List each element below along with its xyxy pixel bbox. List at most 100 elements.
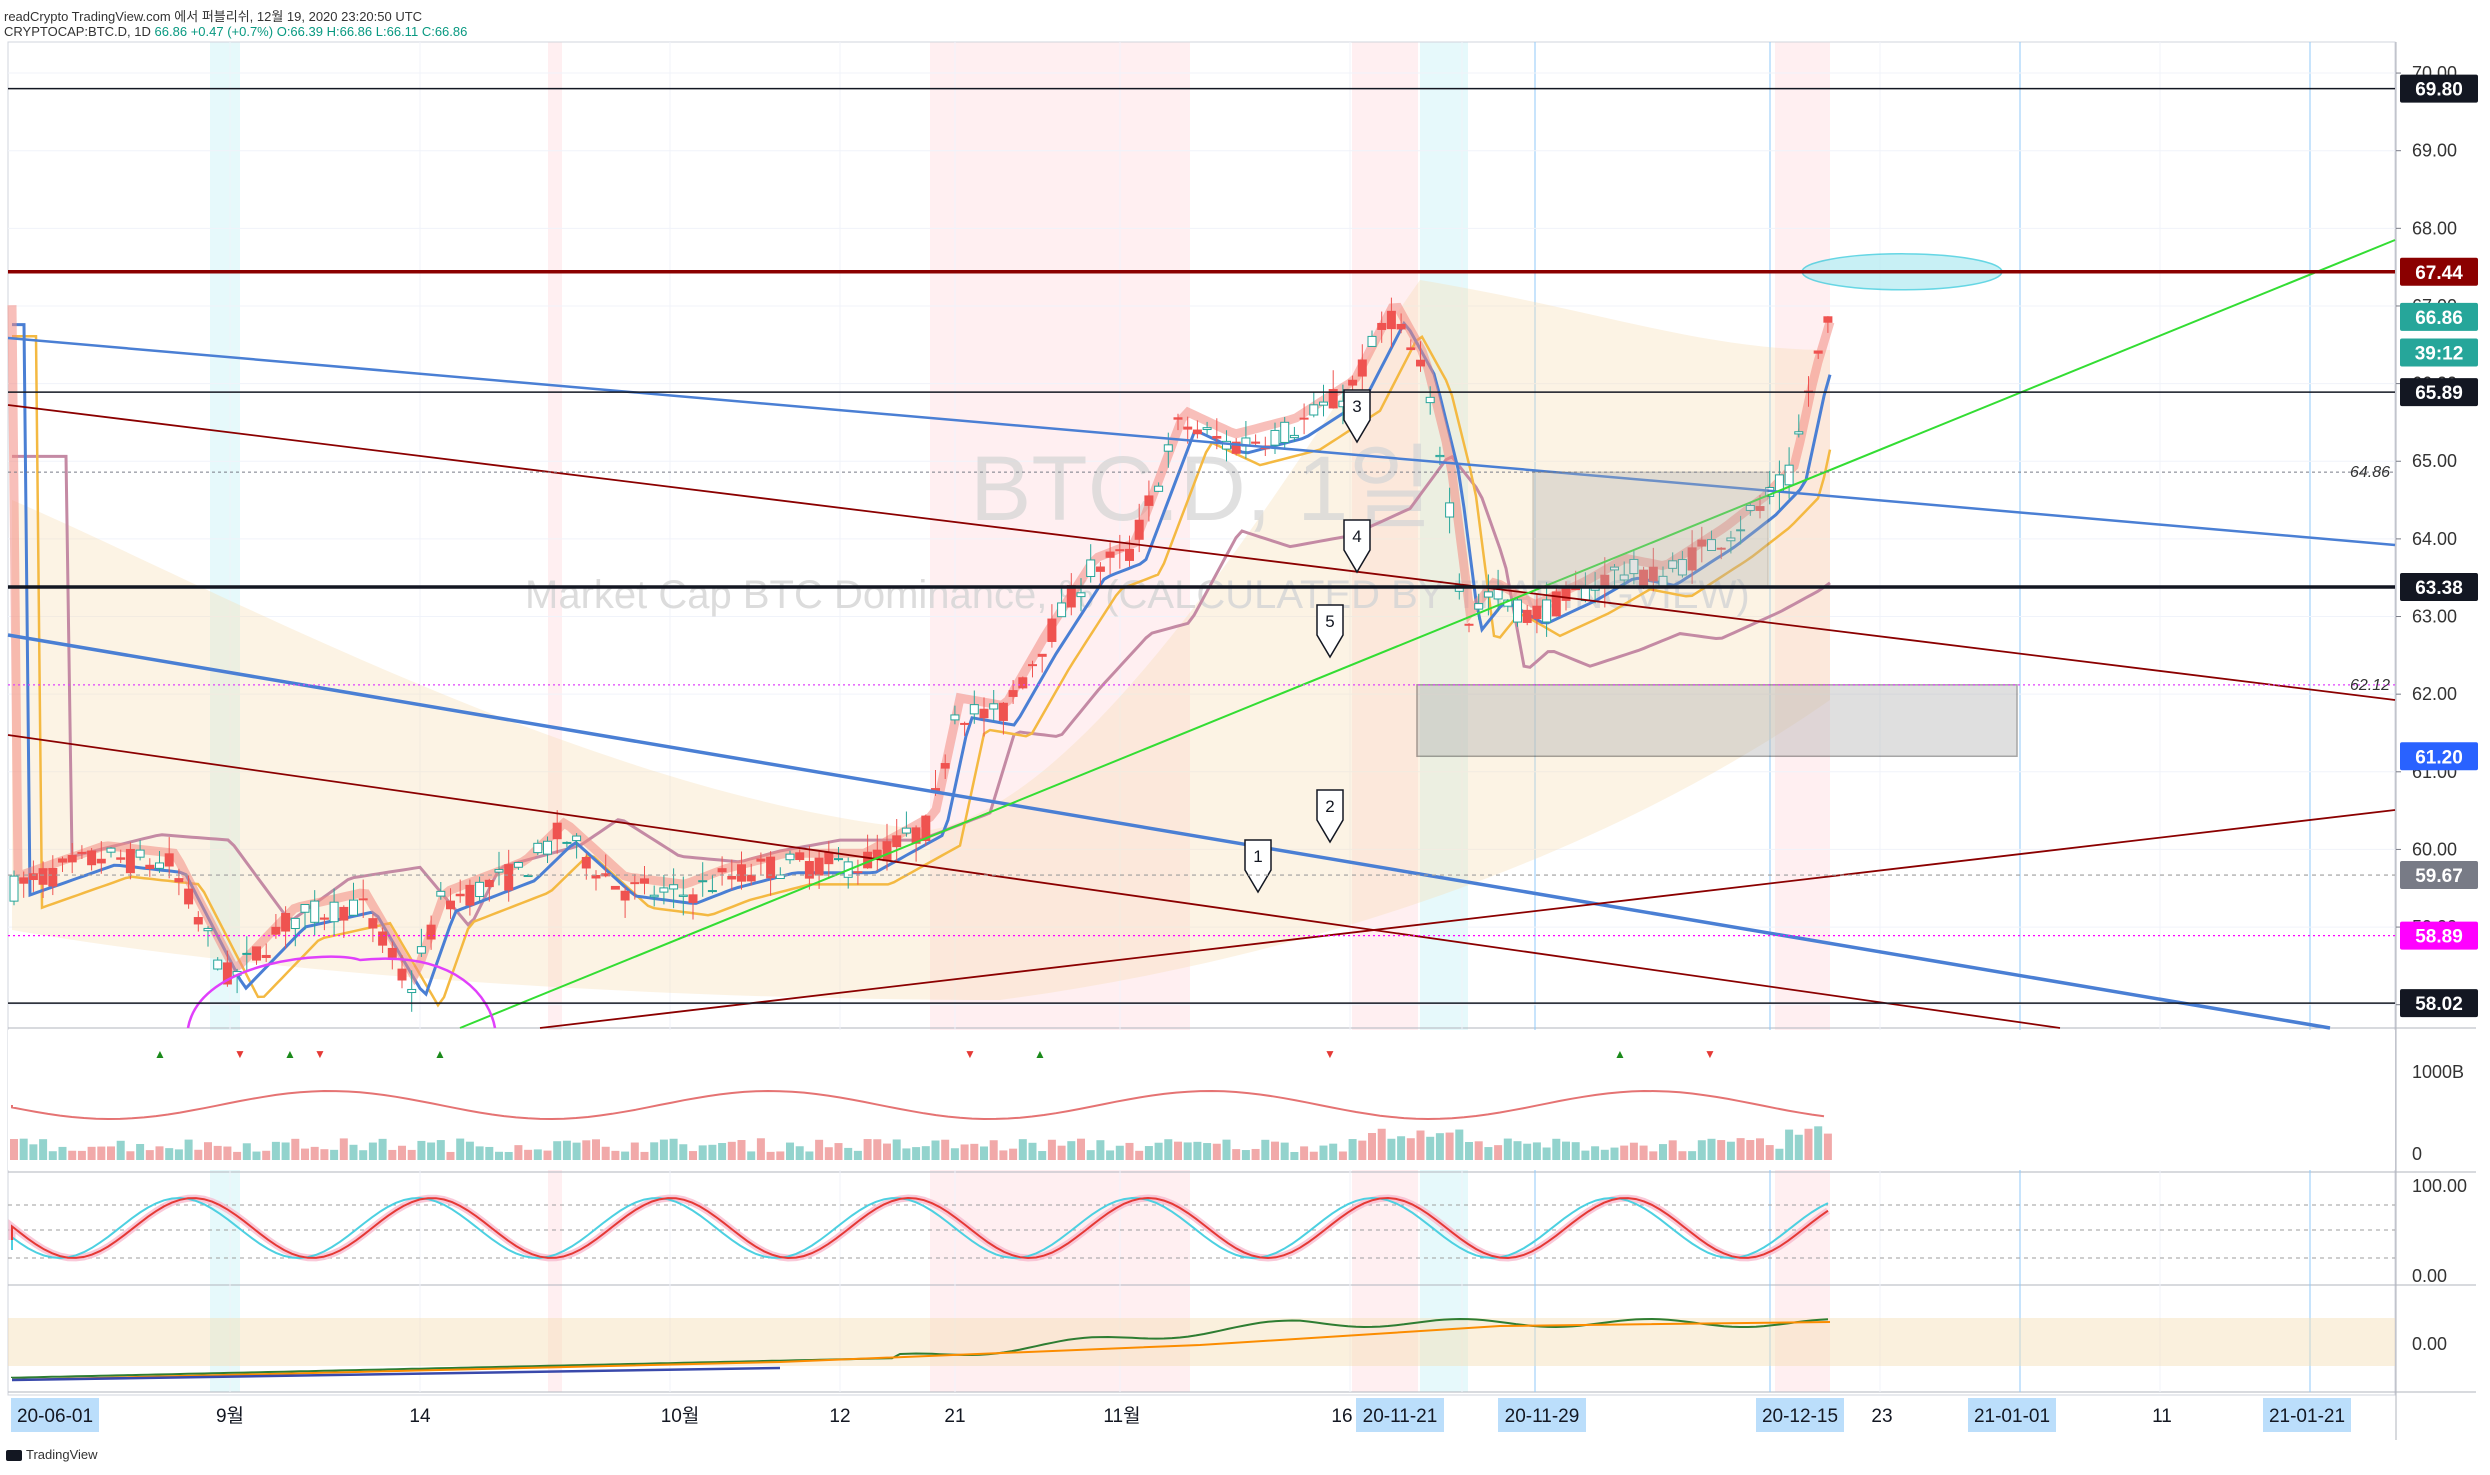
volume-bar: [1135, 1150, 1144, 1160]
callout-2-shape: [1316, 789, 1344, 844]
candle-body: [48, 867, 58, 887]
trendline-blue-lower: [7, 633, 2331, 1030]
price-tick-label: 64.00: [2412, 529, 2457, 549]
candle-body: [252, 946, 261, 961]
trendline-blue-upper: [7, 336, 2396, 547]
volume-bar: [417, 1140, 426, 1160]
volume-bar: [427, 1142, 436, 1160]
candle-body: [581, 856, 591, 869]
signal-arrow: ▼: [1324, 1047, 1336, 1061]
candle-body: [766, 856, 776, 879]
candle-body: [1183, 426, 1193, 430]
callout-4-label: 4: [1352, 527, 1361, 546]
volume-bar: [174, 1149, 183, 1160]
candle-body: [1406, 347, 1416, 351]
volume-bar: [1077, 1138, 1085, 1160]
volume-bar: [1814, 1126, 1823, 1160]
volume-bar: [223, 1146, 232, 1160]
volume-bar: [1765, 1145, 1774, 1160]
volume-bar: [252, 1151, 261, 1160]
volume-bar: [1474, 1141, 1483, 1160]
price-tick-label: 68.00: [2412, 218, 2457, 238]
volume-bar: [659, 1139, 668, 1160]
volume-bar: [1416, 1130, 1425, 1160]
candle-body: [1522, 609, 1532, 623]
candle-body: [717, 868, 727, 873]
volume-bar: [834, 1143, 843, 1160]
volume-bar: [892, 1139, 901, 1160]
volume-bar: [1804, 1128, 1813, 1160]
volume-bar: [1300, 1146, 1309, 1160]
price-tick-label: 62.00: [2412, 684, 2457, 704]
volume-bar: [407, 1149, 416, 1160]
candle-body: [591, 874, 601, 879]
candle-body: [222, 962, 232, 985]
candle-body: [135, 849, 145, 858]
price-label-text: 59.67: [2415, 866, 2463, 887]
volume-bar: [718, 1143, 727, 1160]
stoch-axis-label: 0.00: [2412, 1266, 2447, 1286]
volume-bar: [1484, 1147, 1493, 1160]
trendline-red-lower: [7, 734, 2061, 1029]
volume-bar: [233, 1151, 242, 1160]
candle-body: [96, 858, 106, 864]
range-box-lower: [1416, 684, 2018, 758]
candle-body: [1513, 599, 1522, 623]
candle-body: [193, 917, 203, 925]
price-axis: 70.0069.0068.0067.0066.0065.0064.0063.00…: [2396, 63, 2478, 1354]
volume-bar: [1241, 1150, 1250, 1160]
volume-bar: [1086, 1150, 1095, 1160]
candle-body: [1280, 421, 1290, 443]
candle-body: [1629, 558, 1639, 575]
candle-body: [775, 874, 785, 880]
volume-bar: [640, 1151, 649, 1160]
candle-body: [678, 894, 688, 897]
ohlc-low: L:66.11: [375, 24, 419, 39]
candle-body: [1532, 605, 1542, 620]
volume-bar: [1319, 1145, 1328, 1160]
candle-body: [203, 927, 213, 932]
candle-body: [1542, 599, 1552, 623]
volume-bar: [708, 1144, 717, 1160]
volume-bar: [514, 1145, 523, 1160]
volume-bar: [679, 1144, 688, 1160]
candle-body: [77, 851, 87, 854]
volume-bar: [1426, 1136, 1435, 1160]
candle-body: [1784, 464, 1794, 486]
candle-body: [455, 893, 465, 897]
candle-body: [1348, 379, 1358, 386]
volume-bar: [1707, 1138, 1716, 1160]
volume-axis-label: 0: [2412, 1144, 2422, 1164]
volume-bar: [1183, 1142, 1192, 1160]
candle-body: [339, 906, 349, 921]
candle-body: [436, 890, 446, 897]
candle-body: [1610, 566, 1619, 571]
candle-body: [1493, 588, 1503, 600]
candle-body: [707, 890, 717, 893]
volume-bar: [1639, 1145, 1648, 1160]
candle-body: [387, 947, 397, 958]
candle-body: [1037, 653, 1047, 657]
price-label-box: [2400, 861, 2478, 890]
price-tick-label: 69.00: [2412, 141, 2457, 161]
volume-bar: [1542, 1147, 1551, 1160]
candle-body: [1076, 592, 1086, 598]
price-label-box: [2400, 989, 2478, 1018]
volume-bar: [204, 1142, 212, 1160]
signal-arrow: ▼: [1704, 1047, 1716, 1061]
volume-bar: [194, 1149, 203, 1160]
volume-bar: [776, 1151, 785, 1160]
signal-arrow: ▼: [964, 1047, 976, 1061]
volume-bar: [533, 1149, 542, 1160]
volume-bar: [1775, 1148, 1784, 1160]
price-label-text: 63.38: [2415, 578, 2463, 599]
volume-bar: [698, 1145, 707, 1160]
callout-3-label: 3: [1352, 397, 1361, 416]
volume-bar: [136, 1143, 145, 1160]
time-label-box: [2263, 1398, 2351, 1432]
candle-body: [1289, 434, 1299, 439]
volume-bar: [621, 1151, 630, 1160]
candle-body: [1823, 316, 1833, 323]
volume-bar: [1338, 1151, 1347, 1160]
